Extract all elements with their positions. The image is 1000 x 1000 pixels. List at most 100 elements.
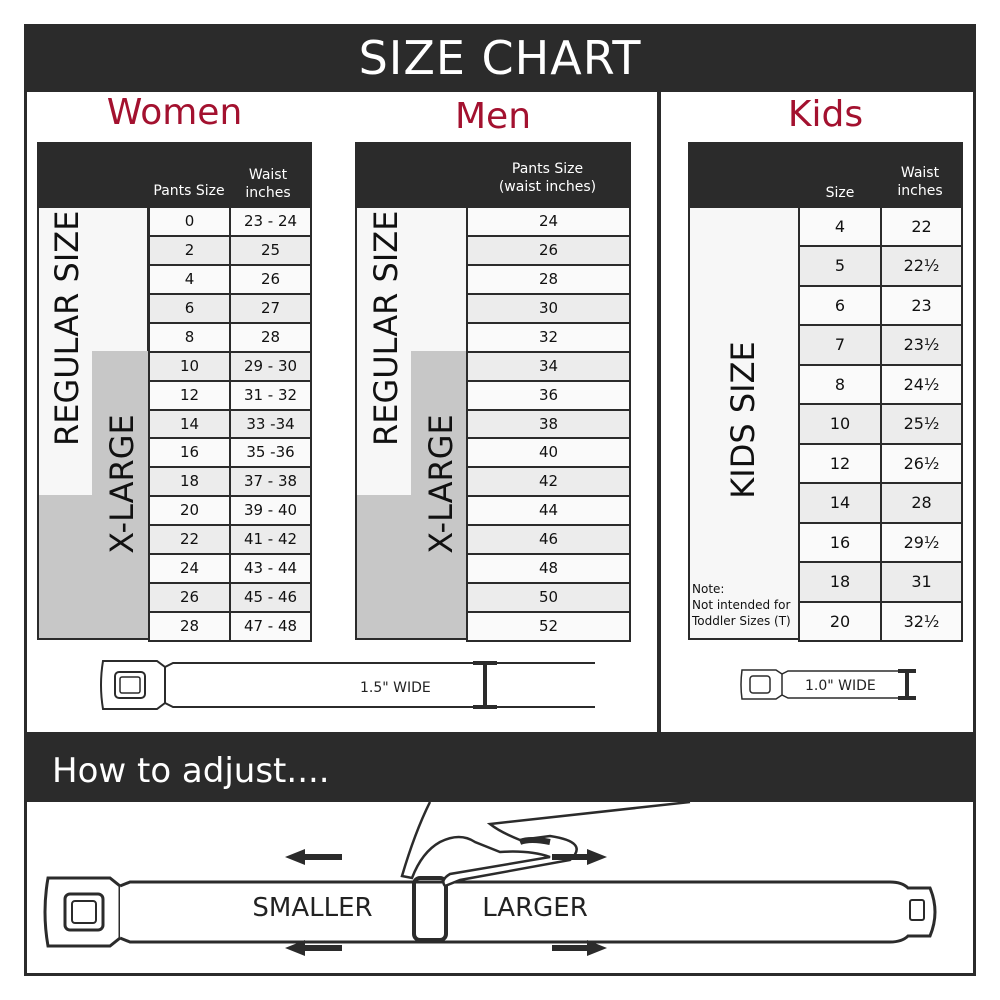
larger-label: LARGER [482, 893, 588, 923]
men-size-cell: 50 [466, 582, 631, 614]
women-waist-cell: 41 - 42 [229, 524, 312, 556]
men-regular-label: REGULAR SIZE [367, 210, 405, 446]
men-size-cell: 34 [466, 350, 631, 382]
women-size-cell: 4 [148, 263, 231, 295]
women-table-header: Pants Size Waist inches [37, 142, 312, 206]
section-divider [657, 92, 661, 732]
kids-size-cell: 12 [798, 442, 882, 485]
arrow-left-icon [285, 940, 342, 956]
kids-title: Kids [787, 94, 864, 135]
women-waist-cell: 28 [229, 321, 312, 353]
women-waist-cell: 25 [229, 234, 312, 266]
kids-size-cell: 16 [798, 521, 882, 564]
women-size-cell: 14 [148, 408, 231, 440]
women-xlarge-zone [92, 351, 148, 496]
men-col-pants-size: Pants Size (waist inches) [498, 161, 597, 195]
kids-waist-cell: 25½ [880, 403, 963, 445]
kids-size-cell: 20 [798, 600, 882, 642]
women-size-cell: 6 [148, 292, 231, 324]
kids-note-title: Note: [692, 582, 725, 596]
kids-size-group [688, 206, 800, 640]
kids-waist-cell: 23 [880, 284, 963, 327]
men-size-cell: 36 [466, 379, 631, 411]
kids-size-cell: 18 [798, 561, 882, 603]
women-waist-cell: 26 [229, 263, 312, 295]
kids-waist-cell: 23½ [880, 324, 963, 366]
women-size-cell: 16 [148, 437, 231, 469]
kids-table-header: Size Waist inches [688, 142, 963, 206]
women-size-cell: 24 [148, 553, 231, 585]
kids-waist-cell: 22½ [880, 245, 963, 287]
women-col-pants-size: Pants Size [153, 183, 225, 199]
kids-waist-cell: 22 [880, 206, 963, 248]
kids-waist-cell: 28 [880, 482, 963, 524]
women-waist-cell: 33 -34 [229, 408, 312, 440]
kids-note-body: Not intended for Toddler Sizes (T) [692, 598, 791, 628]
men-size-cell: 38 [466, 408, 631, 440]
kids-waist-cell: 31 [880, 561, 963, 603]
men-xlarge-zone [357, 495, 467, 638]
arrow-right-icon [552, 849, 607, 865]
men-title: Men [454, 96, 532, 137]
women-waist-cell: 39 - 40 [229, 495, 312, 527]
women-size-cell: 28 [148, 611, 231, 642]
men-size-cell: 44 [466, 495, 631, 527]
kids-size-cell: 6 [798, 284, 882, 327]
women-size-cell: 12 [148, 379, 231, 411]
adjust-title: How to adjust.... [24, 732, 976, 802]
kids-waist-cell: 26½ [880, 442, 963, 485]
kids-size-cell: 5 [798, 245, 882, 287]
women-waist-cell: 43 - 44 [229, 553, 312, 585]
arrow-right-icon [552, 940, 607, 956]
kids-note: Note: Not intended for Toddler Sizes (T) [692, 581, 797, 629]
women-belt-width: 1.5" WIDE [360, 680, 431, 696]
women-size-cell: 8 [148, 321, 231, 353]
women-xlarge-label: X-LARGE [103, 414, 141, 554]
page-title: SIZE CHART [24, 24, 976, 92]
men-size-cell: 26 [466, 234, 631, 266]
women-waist-cell: 37 - 38 [229, 466, 312, 498]
kids-waist-cell: 24½ [880, 363, 963, 406]
men-xlarge-zone [411, 351, 467, 496]
women-size-cell: 20 [148, 495, 231, 527]
women-size-cell: 10 [148, 350, 231, 382]
men-size-cell: 48 [466, 553, 631, 585]
kids-col-size: Size [825, 185, 855, 201]
women-size-cell: 0 [148, 206, 231, 237]
kids-size-cell: 8 [798, 363, 882, 406]
men-xlarge-label: X-LARGE [422, 414, 460, 554]
women-waist-cell: 47 - 48 [229, 611, 312, 642]
kids-col-waist: Waist inches [897, 165, 943, 199]
smaller-label: SMALLER [252, 893, 373, 923]
men-size-cell: 46 [466, 524, 631, 556]
women-belt-illustration [100, 660, 595, 710]
kids-waist-cell: 32½ [880, 600, 963, 642]
women-waist-cell: 45 - 46 [229, 582, 312, 614]
women-regular-label: REGULAR SIZE [48, 210, 86, 446]
men-size-cell: 32 [466, 321, 631, 353]
women-waist-cell: 23 - 24 [229, 206, 312, 237]
men-size-cell: 42 [466, 466, 631, 498]
kids-size-cell: 10 [798, 403, 882, 445]
men-size-cell: 28 [466, 263, 631, 295]
women-waist-cell: 35 -36 [229, 437, 312, 469]
men-size-cell: 40 [466, 437, 631, 469]
women-size-cell: 22 [148, 524, 231, 556]
men-size-cell: 30 [466, 292, 631, 324]
arrow-left-icon [285, 849, 342, 865]
women-waist-cell: 27 [229, 292, 312, 324]
kids-size-cell: 14 [798, 482, 882, 524]
women-waist-cell: 29 - 30 [229, 350, 312, 382]
women-xlarge-zone [39, 495, 148, 638]
men-table-header: Pants Size (waist inches) [355, 142, 631, 206]
men-size-cell: 52 [466, 611, 631, 642]
women-size-cell: 26 [148, 582, 231, 614]
adjust-belt-illustration [43, 802, 937, 956]
women-size-cell: 18 [148, 466, 231, 498]
men-size-cell: 24 [466, 206, 631, 237]
kids-size-label: KIDS SIZE [724, 341, 762, 499]
women-col-waist: Waist inches [245, 167, 291, 201]
kids-waist-cell: 29½ [880, 521, 963, 564]
women-size-cell: 2 [148, 234, 231, 266]
women-waist-cell: 31 - 32 [229, 379, 312, 411]
